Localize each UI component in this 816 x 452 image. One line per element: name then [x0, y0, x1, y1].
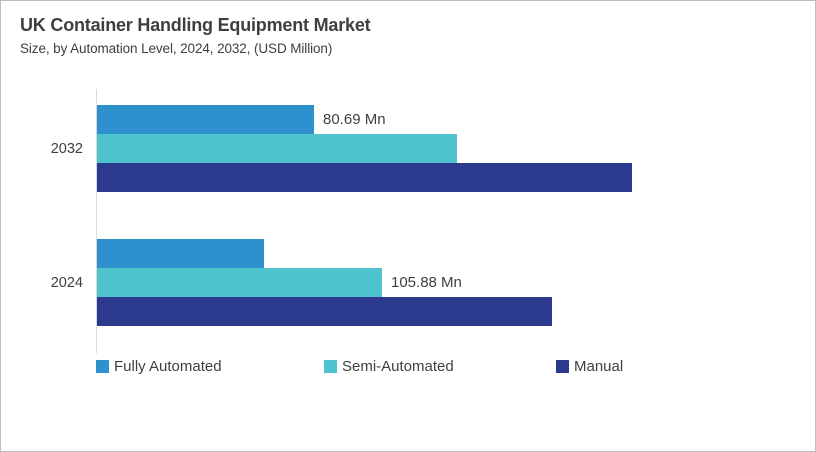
legend-swatch-semi-automated-icon: [324, 359, 337, 373]
bar-2024-fully-automated: [97, 239, 264, 268]
legend-swatch-fully-automated-icon: [96, 359, 109, 373]
legend-item-manual: Manual: [556, 357, 623, 375]
legend-item-semi-automated: Semi-Automated: [324, 357, 454, 375]
legend-swatch-manual-icon: [556, 359, 569, 373]
bar-2024-semi-automated: [97, 268, 382, 297]
category-label-2032: 2032: [50, 140, 83, 157]
bar-2032-fully-automated: [97, 105, 314, 134]
bar-2024-manual: [97, 297, 552, 326]
category-label-2024: 2024: [50, 274, 83, 291]
chart-title: UK Container Handling Equipment Market: [20, 15, 371, 35]
legend-item-fully-automated: Fully Automated: [96, 357, 222, 375]
data-label-2032-fully-automated: 80.69 Mn: [323, 110, 386, 128]
bar-2032-manual: [97, 163, 632, 192]
data-label-2024-semi-automated: 105.88 Mn: [391, 273, 462, 291]
legend-label-fully-automated: Fully Automated: [114, 357, 222, 375]
category-axis-line: [96, 89, 97, 353]
legend-label-manual: Manual: [574, 357, 624, 375]
legend-label-semi-automated: Semi-Automated: [342, 357, 454, 375]
chart-subtitle: Size, by Automation Level, 2024, 2032, (…: [20, 41, 333, 56]
bar-2032-semi-automated: [97, 134, 457, 163]
